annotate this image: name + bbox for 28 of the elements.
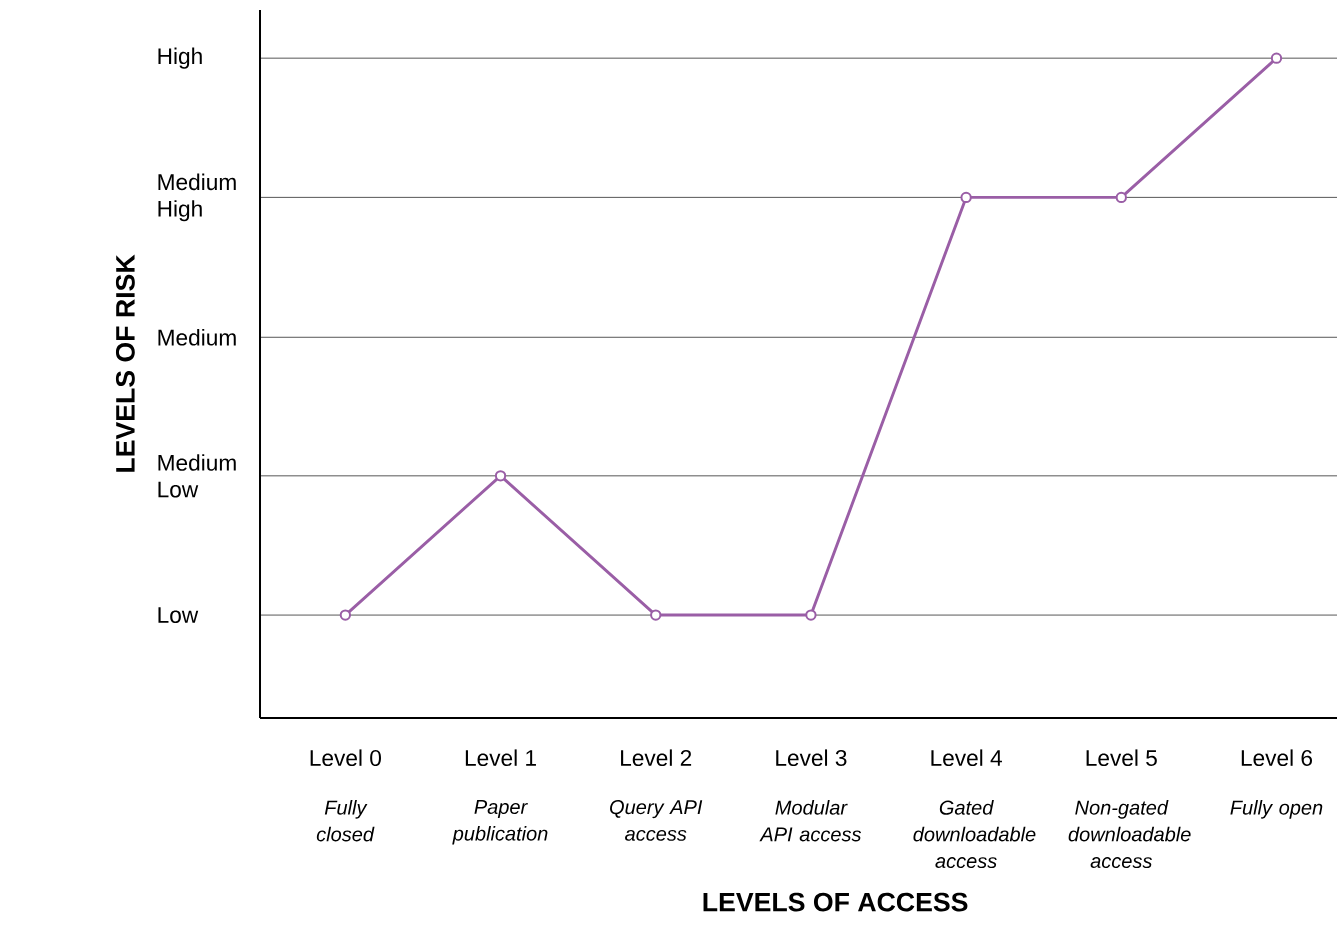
point — [1270, 52, 1283, 64]
text: Fully closed — [316, 800, 375, 842]
y-axis-title: LEVELS OF RISK — [115, 254, 135, 472]
point — [494, 470, 507, 482]
ref-line-label: Medium High — [158, 173, 236, 222]
ref-line-label: Medium Low — [158, 454, 236, 498]
x-tick-label: Level 5 — [1086, 749, 1157, 767]
x-tick-label: Level 6 — [1241, 749, 1313, 767]
x-tick-label: Level 2 — [621, 749, 692, 767]
point — [339, 609, 352, 621]
x-axis-title: LEVELS OF ACCESS — [703, 892, 968, 912]
text: Paper publication — [452, 800, 548, 845]
text: Fully open — [1230, 800, 1323, 819]
point — [960, 191, 972, 204]
x-tick-label: Level 4 — [931, 749, 1002, 767]
point — [650, 609, 662, 621]
text: Non-gated downloadable access — [1068, 800, 1191, 869]
point — [805, 609, 817, 621]
ref-line-label: Low — [158, 607, 199, 623]
x-tick-label: Level 3 — [776, 749, 847, 767]
ref-line-label: Medium — [158, 328, 236, 346]
x-tick-label: Level 0 — [310, 749, 381, 767]
text: Gated downloadable access — [913, 800, 1036, 869]
ref-line-label: High — [158, 47, 202, 69]
x-tick-label: Level 1 — [465, 749, 536, 767]
point — [1115, 191, 1127, 204]
text: Modular API access — [759, 800, 862, 842]
text: Query API access — [610, 800, 703, 841]
